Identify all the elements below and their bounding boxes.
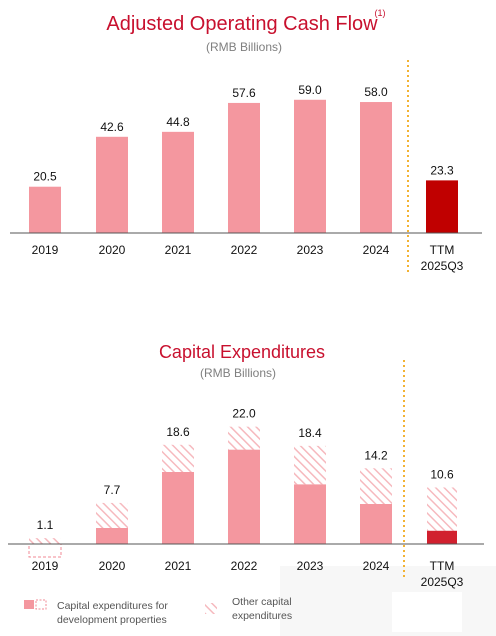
data-label: 44.8	[166, 115, 190, 129]
bar	[294, 99, 326, 233]
tick-label: 2021	[165, 243, 192, 257]
bar	[162, 131, 194, 233]
bar-development	[294, 484, 326, 544]
title-footnote: (1)	[375, 8, 386, 18]
legend-label: Other capital	[232, 596, 292, 608]
legend-swatch-other	[205, 603, 217, 614]
data-label: 23.3	[430, 163, 454, 177]
data-label: 7.7	[104, 483, 121, 497]
data-label: 10.6	[430, 467, 454, 481]
legend-swatch-development	[24, 600, 34, 609]
footer-shade	[280, 566, 496, 636]
legend-label: expenditures	[232, 610, 292, 622]
operating-cash-flow-chart: Adjusted Operating Cash Flow(1) (RMB Bill…	[10, 8, 482, 273]
bar-other	[294, 445, 326, 485]
tick-label: 2019	[32, 559, 59, 573]
bar-other	[228, 426, 260, 450]
data-label: 59.0	[298, 83, 322, 97]
tick-label: 2025Q3	[421, 575, 464, 589]
legend-swatch-development-outline	[35, 599, 47, 610]
tick-label: 2021	[165, 559, 192, 573]
tick-label: 2022	[231, 559, 258, 573]
bar-other	[427, 487, 457, 531]
tick-label: 2024	[363, 559, 390, 573]
data-label: 1.1	[37, 518, 54, 532]
data-label: 18.4	[298, 426, 322, 440]
bar	[360, 102, 392, 233]
bar-other	[162, 444, 194, 472]
capex-legend: Capital expenditures for development prop…	[24, 596, 292, 626]
chart-title: Capital Expenditures	[159, 342, 325, 362]
bar	[29, 186, 61, 233]
tick-label: TTM	[430, 243, 455, 257]
tick-label: 2020	[99, 559, 126, 573]
bar-development	[427, 530, 457, 544]
tick-label: TTM	[430, 559, 455, 573]
tick-label: 2020	[99, 243, 126, 257]
chart-subtitle: (RMB Billions)	[200, 366, 276, 380]
tick-label: 2022	[231, 243, 258, 257]
data-label: 14.2	[364, 448, 388, 462]
bar	[96, 136, 128, 233]
bar	[426, 180, 458, 233]
bar-development	[228, 449, 260, 544]
data-label: 57.6	[232, 86, 256, 100]
chart-title: Adjusted Operating Cash Flow	[106, 13, 378, 35]
data-label: 22.0	[232, 407, 256, 421]
tick-label: 2023	[297, 559, 324, 573]
data-label: 18.6	[166, 425, 190, 439]
bar-other	[96, 502, 128, 528]
chart-subtitle: (RMB Billions)	[206, 40, 282, 54]
capital-expenditures-chart: Capital Expenditures (RMB Billions) 1.1 201…	[8, 342, 484, 589]
footer-blank	[392, 592, 462, 632]
bar-development	[96, 528, 128, 544]
data-label: 20.5	[33, 170, 57, 184]
tick-label: 2024	[363, 243, 390, 257]
legend-label: development properties	[57, 614, 167, 626]
bar-development-negligible	[28, 543, 62, 558]
bar-development	[162, 472, 194, 544]
bar-development	[360, 504, 392, 544]
bar-other	[360, 468, 392, 504]
data-label: 58.0	[364, 85, 388, 99]
data-label: 42.6	[100, 120, 124, 134]
bar	[228, 102, 260, 233]
tick-label: 2023	[297, 243, 324, 257]
bar-other	[29, 538, 61, 544]
tick-label: 2025Q3	[421, 259, 464, 273]
tick-label: 2019	[32, 243, 59, 257]
legend-label: Capital expenditures for	[57, 600, 168, 612]
